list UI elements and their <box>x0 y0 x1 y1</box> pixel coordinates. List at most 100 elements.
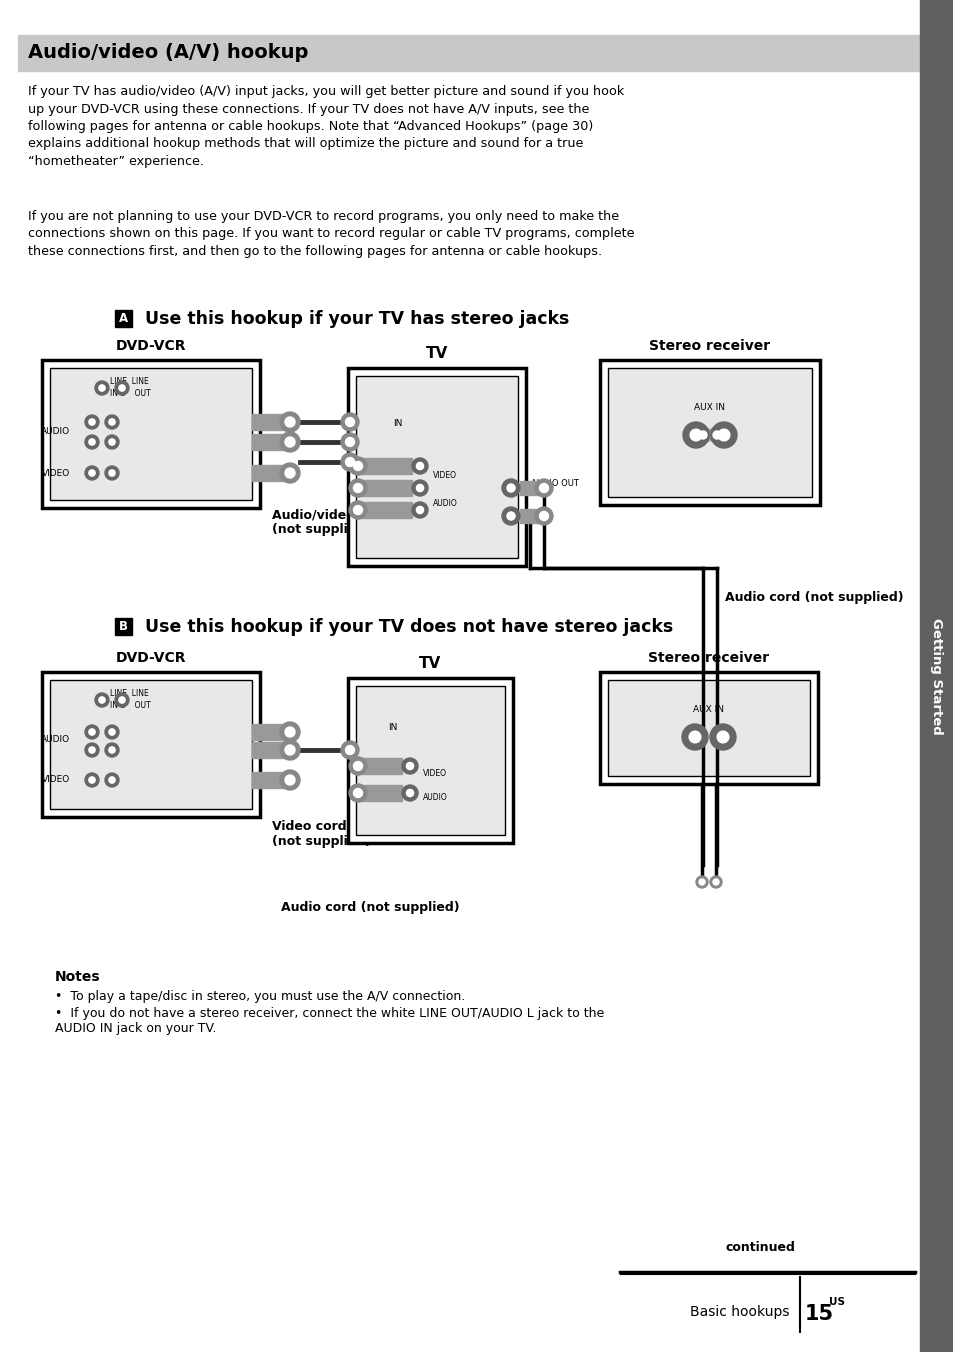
Text: Notes: Notes <box>55 969 100 984</box>
Bar <box>252 772 284 788</box>
Bar <box>252 742 284 758</box>
Text: Stereo receiver: Stereo receiver <box>649 339 770 353</box>
Circle shape <box>539 484 548 492</box>
Text: Stereo receiver: Stereo receiver <box>648 652 769 665</box>
Bar <box>357 786 401 800</box>
Text: AUDIO OUT: AUDIO OUT <box>531 479 578 488</box>
Text: LINE  LINE: LINE LINE <box>110 377 149 387</box>
Circle shape <box>354 461 362 470</box>
Bar <box>50 680 252 808</box>
Circle shape <box>682 422 708 448</box>
Circle shape <box>712 879 719 886</box>
Circle shape <box>285 775 294 786</box>
Circle shape <box>280 771 299 790</box>
Circle shape <box>109 470 115 476</box>
Circle shape <box>340 741 358 758</box>
Circle shape <box>280 433 299 452</box>
Circle shape <box>535 479 553 498</box>
Bar <box>42 360 260 508</box>
Circle shape <box>105 415 119 429</box>
Text: DVD-VCR: DVD-VCR <box>115 339 186 353</box>
Circle shape <box>85 773 99 787</box>
Text: TV: TV <box>425 346 448 361</box>
Bar <box>50 368 252 500</box>
Circle shape <box>412 458 428 475</box>
Circle shape <box>89 419 95 425</box>
Text: Video cord
(not supplied): Video cord (not supplied) <box>272 821 371 848</box>
Circle shape <box>349 457 367 475</box>
Bar <box>519 508 539 523</box>
Circle shape <box>539 511 548 521</box>
Circle shape <box>280 740 299 760</box>
Bar <box>357 480 412 496</box>
Circle shape <box>345 457 355 466</box>
Text: Audio/video cord
(not supplied): Audio/video cord (not supplied) <box>272 508 390 535</box>
Circle shape <box>285 727 294 737</box>
Circle shape <box>109 777 115 783</box>
Text: 15: 15 <box>804 1303 833 1324</box>
Bar <box>115 618 132 635</box>
Bar <box>357 502 412 518</box>
Circle shape <box>506 484 515 492</box>
Circle shape <box>89 729 95 735</box>
Circle shape <box>95 694 109 707</box>
Circle shape <box>119 385 125 391</box>
Circle shape <box>99 385 105 391</box>
Circle shape <box>280 462 299 483</box>
Circle shape <box>119 696 125 703</box>
Circle shape <box>416 507 423 514</box>
Circle shape <box>412 480 428 496</box>
Bar <box>252 414 284 430</box>
Circle shape <box>285 437 294 448</box>
Text: AUDIO: AUDIO <box>41 735 70 745</box>
Circle shape <box>109 729 115 735</box>
Circle shape <box>285 745 294 754</box>
Circle shape <box>349 502 367 519</box>
Circle shape <box>718 429 729 441</box>
Circle shape <box>115 694 129 707</box>
Bar <box>355 376 517 558</box>
Circle shape <box>354 788 362 798</box>
Circle shape <box>85 415 99 429</box>
Circle shape <box>681 725 707 750</box>
Text: If your TV has audio/video (A/V) input jacks, you will get better picture and so: If your TV has audio/video (A/V) input j… <box>28 85 623 168</box>
Circle shape <box>345 438 355 446</box>
Text: US: US <box>828 1297 844 1307</box>
Circle shape <box>115 381 129 395</box>
Text: B: B <box>119 621 128 633</box>
Bar <box>348 677 513 844</box>
Text: IN 1    OUT: IN 1 OUT <box>110 700 151 710</box>
Circle shape <box>340 433 358 452</box>
Text: A: A <box>119 312 128 324</box>
Circle shape <box>695 427 710 443</box>
Circle shape <box>85 435 99 449</box>
Text: Audio/video (A/V) hookup: Audio/video (A/V) hookup <box>28 43 308 62</box>
Circle shape <box>89 470 95 476</box>
Text: Audio cord (not supplied): Audio cord (not supplied) <box>724 592 902 604</box>
Text: AUDIO: AUDIO <box>41 427 70 437</box>
Circle shape <box>285 468 294 479</box>
Bar <box>519 481 539 495</box>
Text: •  To play a tape/disc in stereo, you must use the A/V connection.: • To play a tape/disc in stereo, you mus… <box>55 990 465 1003</box>
Circle shape <box>506 512 515 521</box>
Text: VIDEO: VIDEO <box>422 768 447 777</box>
Text: IN: IN <box>388 723 397 733</box>
Bar <box>607 368 811 498</box>
Circle shape <box>345 745 355 754</box>
Circle shape <box>85 725 99 740</box>
Text: AUDIO: AUDIO <box>433 499 457 507</box>
Text: AUX IN: AUX IN <box>693 706 723 714</box>
Circle shape <box>99 696 105 703</box>
Circle shape <box>699 431 706 439</box>
Bar <box>919 0 953 1352</box>
Circle shape <box>401 786 417 800</box>
Text: VIDEO: VIDEO <box>42 776 70 784</box>
Bar <box>42 672 260 817</box>
Text: VIDEO: VIDEO <box>42 469 70 477</box>
Circle shape <box>95 381 109 395</box>
Circle shape <box>416 462 423 469</box>
Text: Use this hookup if your TV has stereo jacks: Use this hookup if your TV has stereo ja… <box>132 310 569 327</box>
Circle shape <box>280 722 299 742</box>
Text: DVD-VCR: DVD-VCR <box>115 652 186 665</box>
Text: LINE  LINE: LINE LINE <box>110 690 149 699</box>
